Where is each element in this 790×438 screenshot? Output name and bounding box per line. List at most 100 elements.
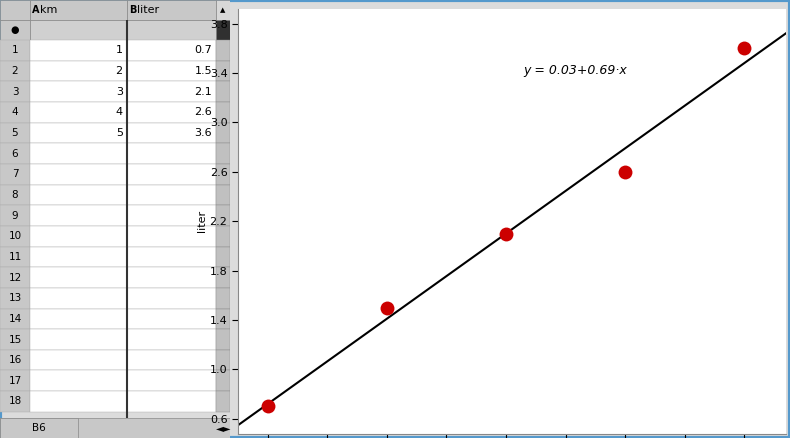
Bar	[30, 0, 126, 20]
Bar	[216, 123, 230, 143]
Y-axis label: liter: liter	[197, 210, 207, 232]
Bar	[30, 40, 126, 60]
Bar	[0, 0, 30, 20]
Bar	[30, 350, 126, 371]
Bar	[216, 391, 230, 412]
Text: liter: liter	[137, 5, 159, 15]
Text: 7: 7	[12, 169, 18, 179]
Bar	[30, 371, 126, 391]
Point	[499, 230, 512, 237]
Bar	[30, 247, 126, 267]
Bar	[126, 247, 216, 267]
Bar	[216, 226, 230, 247]
Bar	[216, 40, 230, 60]
Text: 8: 8	[12, 190, 18, 200]
Text: 15: 15	[9, 335, 21, 345]
Bar	[0, 20, 30, 40]
Bar	[0, 350, 30, 371]
Bar	[0, 418, 230, 438]
Bar	[216, 143, 230, 164]
Bar	[126, 164, 216, 184]
Text: B6: B6	[32, 423, 46, 433]
Bar	[30, 60, 126, 81]
Text: 3: 3	[12, 87, 18, 97]
Text: 13: 13	[9, 293, 21, 303]
Bar	[126, 350, 216, 371]
Bar	[216, 102, 230, 123]
Bar	[0, 184, 30, 205]
Bar	[126, 267, 216, 288]
Bar	[216, 329, 230, 350]
Bar	[0, 143, 30, 164]
Text: 2: 2	[12, 66, 18, 76]
Bar	[126, 60, 216, 81]
Bar	[216, 81, 230, 102]
Bar	[126, 102, 216, 123]
Bar	[0, 123, 30, 143]
Bar	[30, 267, 126, 288]
Point	[738, 45, 750, 52]
Bar	[216, 0, 230, 20]
Text: 0.7: 0.7	[194, 45, 212, 55]
Bar	[0, 329, 30, 350]
Bar	[30, 102, 126, 123]
Bar	[0, 226, 30, 247]
Text: 2.1: 2.1	[194, 87, 212, 97]
Text: 17: 17	[9, 376, 21, 386]
Bar	[126, 20, 216, 40]
Bar	[216, 350, 230, 371]
Bar	[0, 371, 30, 391]
Bar	[0, 288, 30, 308]
Text: km: km	[40, 5, 58, 15]
Bar	[216, 184, 230, 205]
Bar	[0, 81, 30, 102]
Text: ◄: ◄	[216, 423, 224, 433]
Bar	[126, 205, 216, 226]
Bar	[0, 391, 30, 412]
Bar	[216, 20, 230, 40]
Bar	[0, 40, 30, 60]
Text: B: B	[129, 5, 136, 15]
Text: 14: 14	[9, 314, 21, 324]
Bar	[30, 329, 126, 350]
Text: ●: ●	[11, 25, 19, 35]
Point	[619, 168, 631, 175]
Text: y = 0.03+0.69·x: y = 0.03+0.69·x	[523, 64, 626, 77]
Bar	[30, 288, 126, 308]
Bar	[0, 308, 30, 329]
Text: 6: 6	[12, 148, 18, 159]
Bar	[126, 184, 216, 205]
Point	[261, 403, 274, 410]
Bar	[216, 267, 230, 288]
Bar	[216, 60, 230, 81]
Bar	[30, 20, 126, 40]
Bar	[30, 205, 126, 226]
Bar	[30, 184, 126, 205]
Text: 16: 16	[9, 355, 21, 365]
Bar	[126, 143, 216, 164]
Text: 9: 9	[12, 211, 18, 221]
Text: 2: 2	[115, 66, 122, 76]
Bar	[126, 226, 216, 247]
Bar	[216, 164, 230, 184]
Bar	[126, 0, 216, 20]
Text: 5: 5	[12, 128, 18, 138]
Bar	[30, 391, 126, 412]
Bar	[0, 418, 78, 438]
Text: 1.5: 1.5	[194, 66, 212, 76]
Bar	[0, 102, 30, 123]
Bar	[0, 247, 30, 267]
Text: 10: 10	[9, 231, 21, 241]
Text: 11: 11	[9, 252, 21, 262]
Bar	[216, 205, 230, 226]
Text: 1: 1	[12, 45, 18, 55]
Bar	[216, 308, 230, 329]
Bar	[216, 371, 230, 391]
Text: 2.6: 2.6	[194, 107, 212, 117]
Bar	[30, 123, 126, 143]
Bar	[126, 308, 216, 329]
Bar	[126, 123, 216, 143]
Text: 4: 4	[12, 107, 18, 117]
Bar	[30, 308, 126, 329]
Bar	[126, 288, 216, 308]
